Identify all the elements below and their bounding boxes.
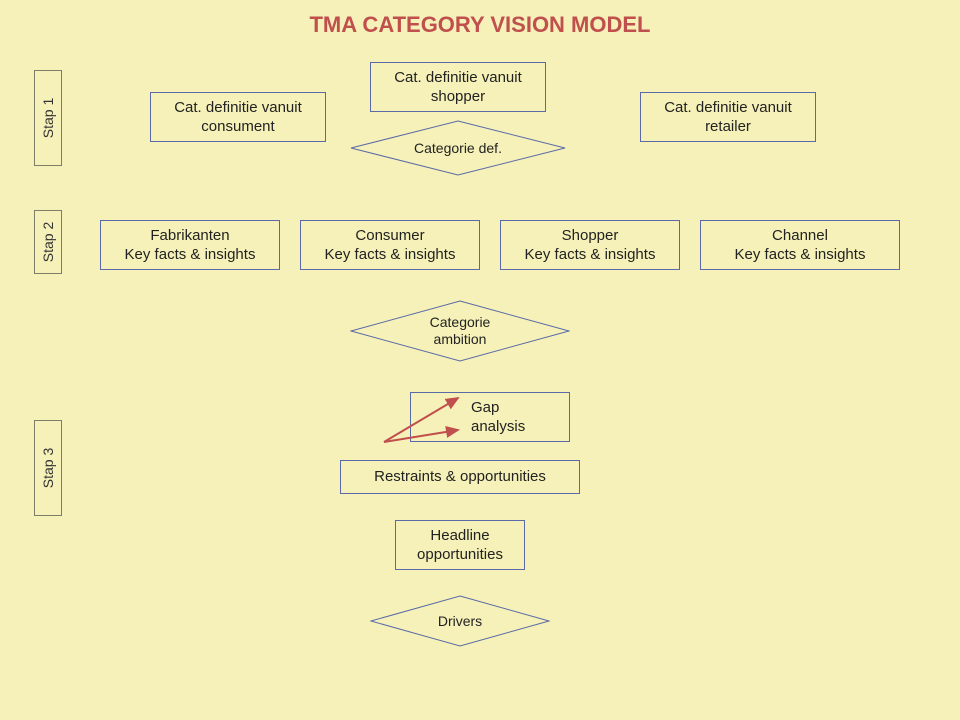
box-fabrikanten: FabrikantenKey facts & insights [100,220,280,270]
box-consumer: ConsumerKey facts & insights [300,220,480,270]
box-consument: Cat. definitie vanuitconsument [150,92,326,142]
stap3-label: Stap 3 [34,420,62,516]
stap2-text: Stap 2 [40,222,56,262]
stap2-label: Stap 2 [34,210,62,274]
diamond-ambition-text: Categorieambition [350,300,570,362]
gap-arrows-icon [378,392,468,448]
box-shopper-kf: ShopperKey facts & insights [500,220,680,270]
diamond-categorie-def-text: Categorie def. [350,120,566,176]
box-shopper: Cat. definitie vanuitshopper [370,62,546,112]
box-retailer: Cat. definitie vanuitretailer [640,92,816,142]
diamond-drivers-text: Drivers [370,595,550,647]
diamond-categorie-def: Categorie def. [350,120,566,176]
stap1-label: Stap 1 [34,70,62,166]
page-title: TMA CATEGORY VISION MODEL [0,12,960,38]
box-headline: Headlineopportunities [395,520,525,570]
gap-analysis-text: Gapanalysis [471,398,525,437]
diamond-ambition: Categorieambition [350,300,570,362]
box-channel: ChannelKey facts & insights [700,220,900,270]
stap3-text: Stap 3 [40,448,56,488]
diamond-drivers: Drivers [370,595,550,647]
stap1-text: Stap 1 [40,98,56,138]
box-restraints: Restraints & opportunities [340,460,580,494]
